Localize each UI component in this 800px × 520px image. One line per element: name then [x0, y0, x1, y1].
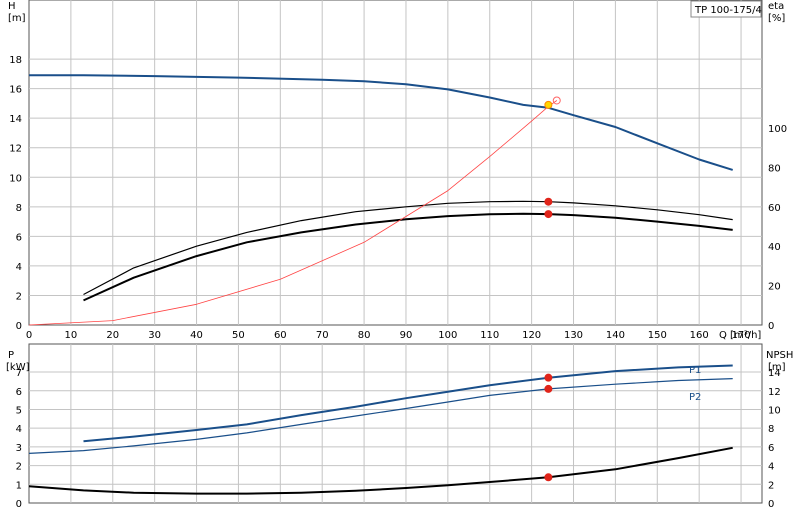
bottom-plot-series	[28, 364, 733, 495]
bottom-left-tick-label: 5	[16, 405, 22, 416]
top-x-tick-label: 150	[648, 330, 667, 341]
bottom-left-tick-label: 2	[16, 462, 22, 473]
top-series-line-0	[29, 74, 733, 171]
bottom-left-tick-label: 4	[16, 424, 22, 435]
top-x-tick-label: 120	[522, 330, 541, 341]
top-x-tick-label: 80	[358, 330, 371, 341]
top-x-tick-label: 160	[690, 330, 709, 341]
axis-labels: H [m] eta [%] Q [m³/h] P [kW] NPSH [m] P…	[6, 1, 793, 403]
bottom-right-tick-label: 0	[768, 499, 774, 510]
bottom-right-tick-label: 2	[768, 480, 774, 491]
bottom-series-line-1	[28, 378, 733, 454]
top-x-tick-label: 50	[232, 330, 245, 341]
top-x-tick-label: 110	[480, 330, 499, 341]
bottom-right-tick-label: 6	[768, 443, 774, 454]
top-left-tick-label: 14	[9, 114, 22, 125]
bottom-left-axis-title: P	[8, 350, 14, 361]
top-left-tick-label: 2	[16, 291, 22, 302]
top-x-tick-label: 70	[316, 330, 329, 341]
bottom-left-tick-label: 1	[16, 480, 22, 491]
x-axis-label: Q [m³/h]	[719, 330, 761, 341]
top-x-tick-label: 60	[274, 330, 287, 341]
bottom-right-tick-label: 10	[768, 405, 781, 416]
top-x-tick-label: 0	[26, 330, 32, 341]
top-left-tick-label: 16	[9, 85, 22, 96]
bottom-series-line-0	[83, 364, 733, 443]
top-x-tick-label: 130	[564, 330, 583, 341]
top-right-tick-label: 40	[768, 242, 781, 253]
top-right-tick-label: 20	[768, 282, 781, 293]
top-left-axis-title: H	[8, 1, 16, 12]
top-left-tick-label: 0	[16, 321, 22, 332]
top-right-tick-label: 80	[768, 163, 781, 174]
top-operating-point	[544, 100, 553, 109]
top-left-tick-label: 6	[16, 232, 22, 243]
bottom-right-tick-label: 14	[768, 368, 781, 379]
top-series-line-2	[83, 212, 733, 302]
model-label-frame	[690, 0, 762, 18]
bottom-series-line-2	[28, 446, 733, 495]
top-plot-series	[28, 74, 733, 326]
bottom-operating-point	[544, 373, 553, 382]
top-right-axis-unit: [%]	[768, 13, 785, 24]
bottom-plot-grid	[28, 343, 763, 504]
top-series-line-3	[28, 100, 558, 326]
top-right-tick-label: 100	[768, 124, 787, 135]
top-right-axis-title: eta	[768, 1, 784, 12]
top-left-tick-label: 4	[16, 262, 22, 273]
top-x-tick-label: 10	[65, 330, 78, 341]
top-x-tick-label: 20	[106, 330, 119, 341]
bottom-right-tick-label: 12	[768, 387, 781, 398]
series-label-p2: P2	[689, 392, 701, 403]
bottom-left-tick-label: 6	[16, 387, 22, 398]
top-operating-point	[544, 210, 553, 219]
top-left-axis-unit: [m]	[8, 13, 26, 24]
top-plot-grid	[28, 0, 763, 326]
bottom-left-tick-label: 7	[16, 368, 22, 379]
top-x-tick-label: 100	[438, 330, 457, 341]
bottom-right-axis-unit: [m]	[768, 362, 786, 373]
bottom-right-tick-label: 4	[768, 462, 774, 473]
top-series-line-1	[83, 200, 733, 296]
top-x-tick-label: 90	[400, 330, 413, 341]
bottom-right-tick-label: 8	[768, 424, 774, 435]
top-x-tick-label: 30	[148, 330, 161, 341]
top-left-tick-label: 18	[9, 55, 22, 66]
top-plot-frame	[28, 0, 763, 326]
bottom-plot-frame	[28, 343, 763, 504]
top-right-tick-label: 0	[768, 321, 774, 332]
top-x-tick-label: 170	[732, 330, 751, 341]
bottom-right-axis-title: NPSH	[766, 350, 793, 361]
top-right-tick-label: 60	[768, 203, 781, 214]
bottom-left-axis-unit: [kW]	[6, 362, 30, 373]
top-x-tick-label: 140	[606, 330, 625, 341]
series-label-p1: P1	[689, 365, 701, 376]
top-hollow-marker	[552, 96, 561, 105]
top-left-tick-label: 12	[9, 144, 22, 155]
top-left-tick-label: 10	[9, 173, 22, 184]
bottom-operating-point	[544, 384, 553, 393]
bottom-operating-point	[544, 473, 553, 482]
bottom-left-tick-label: 0	[16, 499, 22, 510]
top-operating-point	[544, 197, 553, 206]
top-left-tick-label: 8	[16, 203, 22, 214]
model-label: TP 100-175/4	[694, 5, 762, 16]
model-label-box: TP 100-175/4	[690, 0, 762, 18]
top-x-tick-label: 40	[190, 330, 203, 341]
bottom-left-tick-label: 3	[16, 443, 22, 454]
